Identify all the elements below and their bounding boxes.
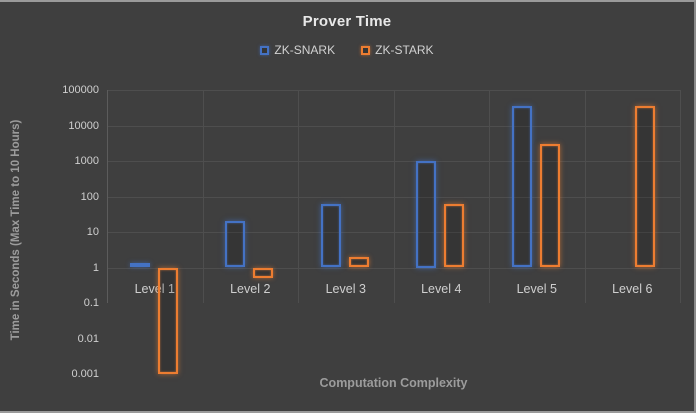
y-tick-label-0.001: 0.001 bbox=[71, 368, 99, 380]
y-tick-label-10000: 10000 bbox=[68, 119, 99, 132]
bar-zk-stark-level-2 bbox=[253, 267, 274, 279]
y-tick-label-10: 10 bbox=[86, 226, 99, 238]
x-tick-label-level-1: Level 1 bbox=[134, 282, 175, 296]
legend-item-zk-stark: ZK-STARK bbox=[361, 43, 434, 57]
x-tick-label-level-2: Level 2 bbox=[230, 282, 271, 296]
x-axis-title: Computation Complexity bbox=[319, 376, 468, 390]
x-tick-label-level-3: Level 3 bbox=[325, 282, 366, 296]
v-gridline-1 bbox=[202, 90, 204, 303]
y-axis-title: Time in Seconds (Max Time to 10 Hours) bbox=[10, 119, 22, 341]
v-gridline-5 bbox=[584, 90, 586, 303]
bar-zk-snark-level-2 bbox=[225, 221, 246, 268]
zk-snark-swatch-icon bbox=[260, 45, 270, 55]
bar-zk-stark-level-3 bbox=[348, 256, 369, 268]
bar-zk-stark-level-6 bbox=[635, 105, 656, 268]
bar-zk-snark-level-3 bbox=[320, 204, 341, 268]
x-tick-label-level-6: Level 6 bbox=[612, 282, 653, 296]
v-gridline-3 bbox=[393, 90, 395, 303]
chart-title: Prover Time bbox=[302, 13, 392, 30]
legend-label-zk-snark: ZK-SNARK bbox=[274, 43, 336, 57]
v-gridline-4 bbox=[489, 90, 490, 303]
v-gridline-6 bbox=[680, 90, 681, 303]
bar-zk-snark-level-5 bbox=[511, 105, 532, 268]
y-tick-label-0.1: 0.1 bbox=[83, 297, 99, 309]
bar-zk-stark-level-1 bbox=[157, 267, 178, 374]
zk-stark-swatch-icon bbox=[361, 45, 371, 55]
x-tick-label-level-4: Level 4 bbox=[421, 282, 462, 296]
v-gridline-2 bbox=[298, 90, 299, 303]
bar-zk-stark-level-5 bbox=[539, 144, 560, 268]
y-axis-line bbox=[107, 90, 108, 303]
bar-zk-snark-level-4 bbox=[416, 161, 437, 268]
bar-zk-stark-level-4 bbox=[444, 204, 465, 268]
y-tick-label-100000: 100000 bbox=[62, 84, 99, 96]
chart-legend: ZK-SNARK ZK-STARK bbox=[0, 43, 694, 57]
legend-item-zk-snark: ZK-SNARK bbox=[260, 43, 335, 57]
y-tick-label-0.01: 0.01 bbox=[77, 332, 99, 345]
legend-label-zk-stark: ZK-STARK bbox=[375, 43, 434, 57]
y-tick-label-100: 100 bbox=[80, 190, 99, 203]
y-tick-label-1000: 1000 bbox=[74, 155, 99, 167]
y-tick-label-1: 1 bbox=[92, 261, 99, 274]
bar-zk-snark-level-1 bbox=[129, 263, 150, 268]
x-tick-label-level-5: Level 5 bbox=[516, 282, 557, 296]
